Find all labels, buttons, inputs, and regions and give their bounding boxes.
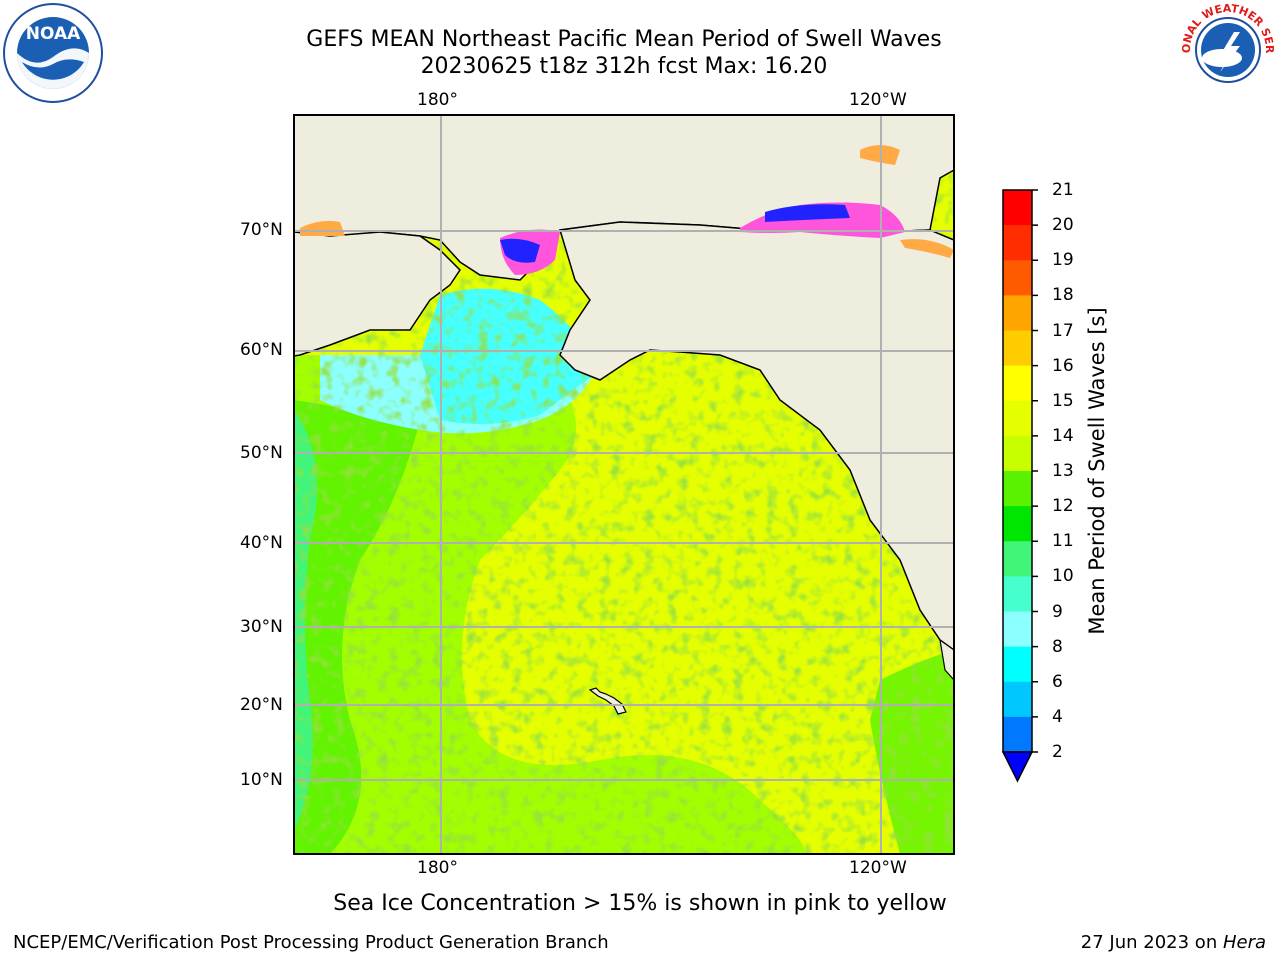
lat-label-30n: 30°N bbox=[240, 617, 283, 637]
colorbar-segment bbox=[1003, 260, 1032, 296]
sea-ice-siberian bbox=[300, 220, 345, 236]
lon-label-top-180: 180° bbox=[417, 90, 458, 110]
colorbar-tick-label: 4 bbox=[1052, 706, 1063, 727]
colorbar-segment bbox=[1003, 576, 1032, 612]
map-area bbox=[294, 115, 954, 854]
lon-label-bottom-120w: 120°W bbox=[849, 858, 907, 878]
graticule bbox=[294, 115, 954, 854]
colorbar bbox=[1003, 189, 1038, 753]
colorbar-tick-label: 15 bbox=[1052, 390, 1074, 411]
colorbar-label: Mean Period of Swell Waves [s] bbox=[1085, 307, 1109, 635]
colorbar-tick-label: 14 bbox=[1052, 425, 1074, 446]
colorbar-tick-label: 13 bbox=[1052, 461, 1074, 481]
colorbar-extend-arrow bbox=[1001, 751, 1034, 783]
lon-label-bottom-180: 180° bbox=[417, 858, 458, 878]
footer-date-text: 27 Jun 2023 on bbox=[1080, 932, 1223, 953]
colorbar-tick-label: 11 bbox=[1052, 531, 1074, 552]
colorbar-tick-label: 8 bbox=[1052, 636, 1063, 657]
noaa-logo: NOAA bbox=[3, 3, 103, 103]
map-frame bbox=[293, 114, 955, 855]
colorbar-segment bbox=[1003, 190, 1032, 226]
hawaii-islands bbox=[588, 687, 627, 715]
colorbar-tick-label: 20 bbox=[1052, 215, 1074, 236]
colorbar-tick-label: 17 bbox=[1052, 320, 1074, 341]
colorbar-tick-label: 16 bbox=[1052, 355, 1074, 376]
colorbar-segment bbox=[1003, 541, 1032, 577]
colorbar-tick-label: 10 bbox=[1052, 566, 1074, 587]
footer-date: 27 Jun 2023 on Hera bbox=[1081, 932, 1266, 954]
lat-label-40n: 40°N bbox=[240, 533, 283, 553]
map-subtitle: 20230625 t18z 312h fcst Max: 16.20 bbox=[420, 54, 828, 79]
colorbar-segment bbox=[1003, 716, 1032, 753]
colorbar-segment bbox=[1003, 330, 1032, 367]
footer-host: Hera bbox=[1222, 932, 1266, 953]
lat-label-70n: 70°N bbox=[240, 220, 283, 240]
colorbar-tick-label: 21 bbox=[1052, 180, 1074, 200]
lat-label-10n: 10°N bbox=[240, 770, 283, 790]
colorbar-segment bbox=[1003, 646, 1032, 683]
lat-label-60n: 60°N bbox=[240, 340, 283, 360]
colorbar-segment bbox=[1003, 365, 1032, 402]
colorbar-segment bbox=[1003, 225, 1032, 261]
footer-credit: NCEP/EMC/Verification Post Processing Pr… bbox=[13, 932, 609, 953]
lon-label-top-120w: 120°W bbox=[849, 90, 907, 110]
colorbar-segment bbox=[1003, 611, 1032, 648]
noaa-logo-text: NOAA bbox=[26, 24, 81, 44]
colorbar-segment bbox=[1003, 471, 1032, 507]
colorbar-segment bbox=[1003, 400, 1032, 437]
colorbar-tick-label: 2 bbox=[1052, 742, 1063, 762]
colorbar-tick-label: 18 bbox=[1052, 285, 1074, 306]
colorbar-tick-label: 19 bbox=[1052, 250, 1074, 271]
lat-label-50n: 50°N bbox=[240, 443, 283, 463]
sea-ice-note: Sea Ice Concentration > 15% is shown in … bbox=[333, 891, 947, 916]
colorbar-segment bbox=[1003, 506, 1032, 542]
nws-logo: NATIONAL WEATHER SERVICE bbox=[1178, 0, 1276, 97]
lat-label-20n: 20°N bbox=[240, 695, 283, 715]
colorbar-segment bbox=[1003, 681, 1032, 718]
colorbar-segment bbox=[1003, 295, 1032, 331]
colorbar-segment bbox=[1003, 435, 1032, 472]
colorbar-tick-label: 6 bbox=[1052, 671, 1063, 692]
colorbar-tick-label: 12 bbox=[1052, 496, 1074, 517]
map-title: GEFS MEAN Northeast Pacific Mean Period … bbox=[306, 27, 942, 52]
colorbar-tick-label: 9 bbox=[1052, 601, 1063, 622]
